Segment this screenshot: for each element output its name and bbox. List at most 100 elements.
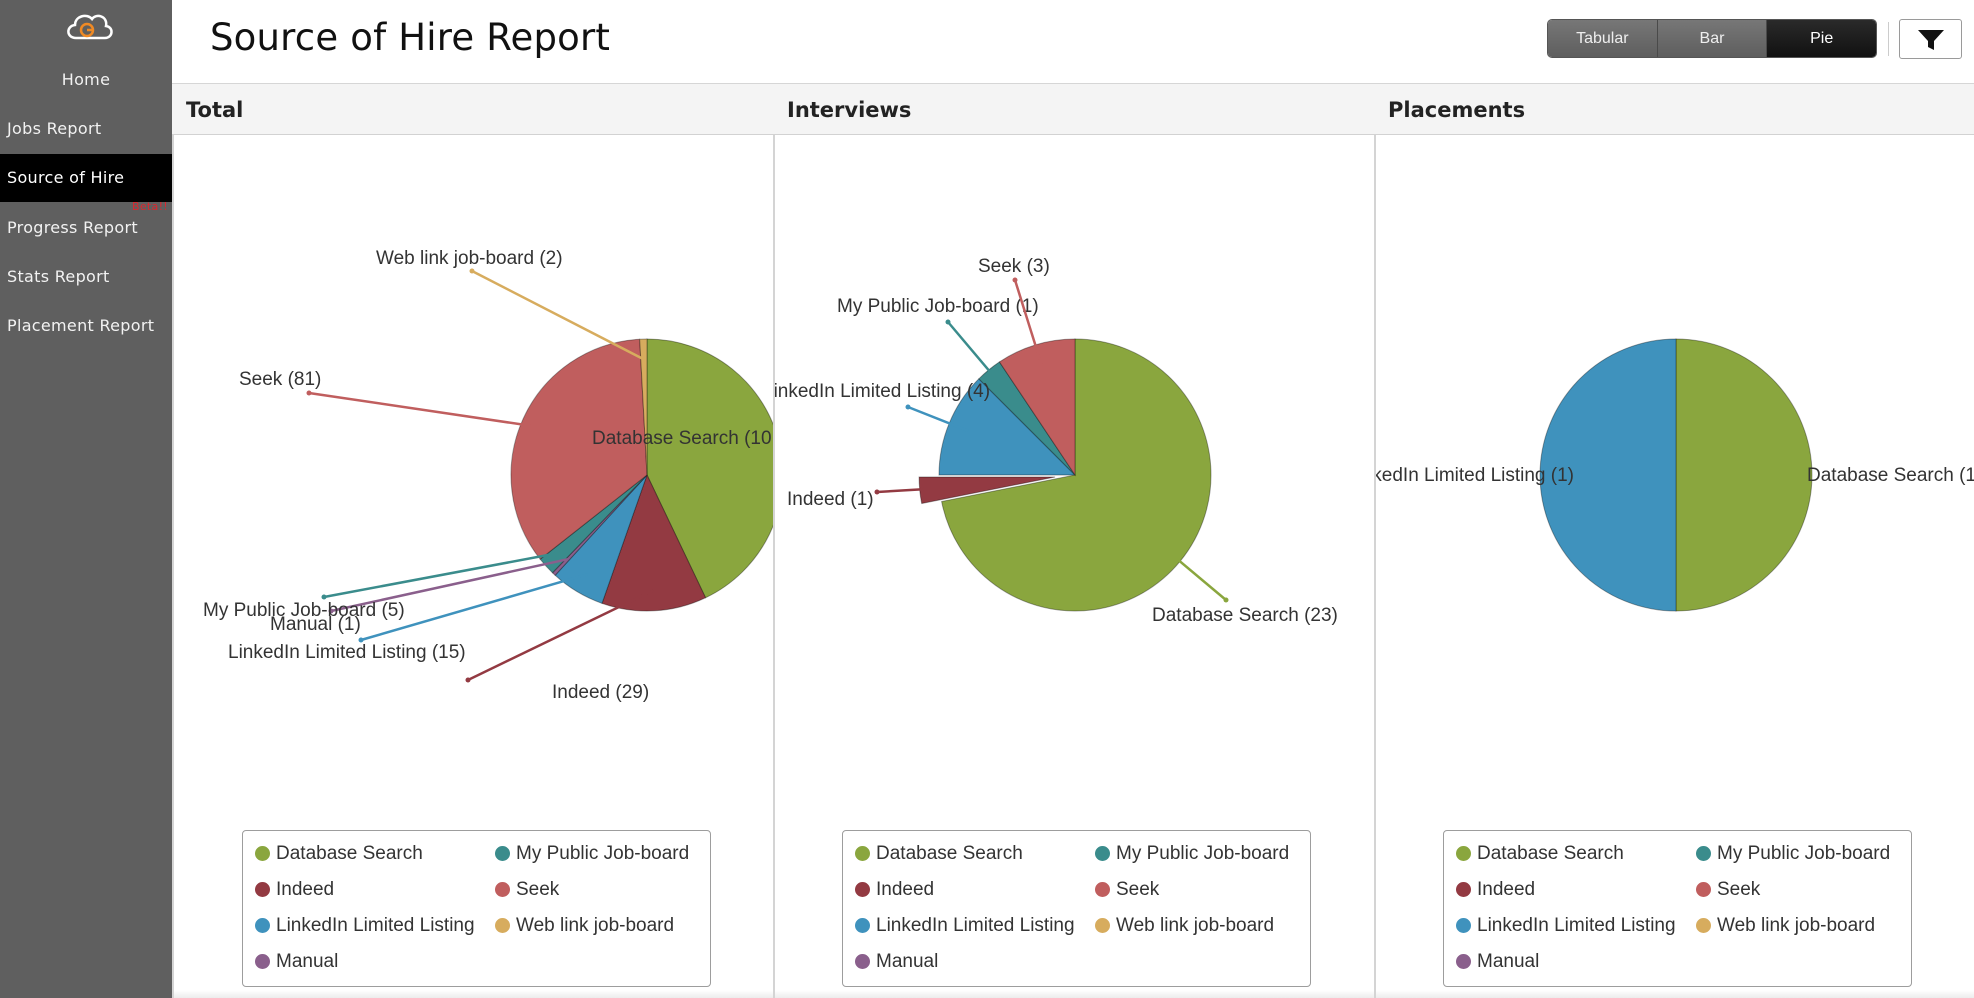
legend-swatch (495, 918, 510, 933)
bar-view-button[interactable]: Bar (1657, 20, 1768, 57)
leader-dot-seek (306, 390, 312, 396)
legend-item-web-link-job-board[interactable]: Web link job-board (1095, 915, 1274, 937)
filter-icon (1918, 30, 1944, 50)
leader-line-linkedin-limited-listing (360, 572, 588, 642)
chart-legend: Database Search My Public Job-board Indeed… (242, 830, 711, 987)
pie-slice-linkedin-limited-listing[interactable] (554, 474, 648, 604)
pie-slice-manual[interactable] (551, 474, 648, 576)
panel-bottom-edge (1376, 990, 1974, 998)
pie-slice-seek[interactable] (510, 338, 648, 560)
pie-view-button[interactable]: Pie (1767, 20, 1876, 57)
sidebar-item-jobs-report[interactable]: Jobs Report (7, 119, 102, 138)
slice-label-my-public-job-board: My Public Job-board (1) (837, 296, 1039, 317)
legend-item-linkedin-limited-listing[interactable]: LinkedIn Limited Listing (1456, 915, 1676, 937)
legend-item-seek[interactable]: Seek (1696, 879, 1760, 901)
legend-label: LinkedIn Limited Listing (276, 915, 475, 936)
legend-item-database-search[interactable]: Database Search (1456, 843, 1624, 865)
legend-item-my-public-job-board[interactable]: My Public Job-board (495, 843, 689, 865)
slice-label-seek: Seek (3) (978, 256, 1050, 277)
panel-title-interviews: Interviews (787, 98, 912, 122)
legend-swatch (855, 846, 870, 861)
pie-slice-linkedin-limited-listing[interactable] (1539, 338, 1677, 612)
total-chart-panel: Database Search (10 Indeed (29) LinkedIn L… (172, 135, 775, 998)
legend-label: Database Search (276, 843, 423, 864)
legend-label: Indeed (276, 879, 335, 900)
legend-item-indeed[interactable]: Indeed (855, 879, 934, 901)
sidebar: Home Jobs Report Source of Hire Progress… (0, 0, 172, 998)
legend-label: LinkedIn Limited Listing (1477, 915, 1676, 936)
legend-item-database-search[interactable]: Database Search (255, 843, 423, 865)
cloud-logo-icon (67, 14, 113, 40)
slice-label-linkedin-limited-listing: LinkedIn Limited Listing (4) (775, 381, 990, 402)
leader-dot-linkedin-limited-listing (905, 404, 911, 410)
pie-slice-database-search[interactable] (1675, 338, 1813, 612)
sidebar-item-stats-report[interactable]: Stats Report (7, 267, 110, 286)
legend-swatch (495, 846, 510, 861)
legend-swatch (255, 918, 270, 933)
pie-labels: Database Search (23) Indeed (1) LinkedIn L… (775, 256, 1338, 626)
chart-legend: Database Search My Public Job-board Indeed… (842, 830, 1311, 987)
slice-label-web-link-job-board: Web link job-board (2) (376, 248, 563, 269)
legend-item-manual[interactable]: Manual (255, 951, 338, 973)
legend-swatch (1095, 846, 1110, 861)
pie-labels: Database Search (10 Indeed (29) LinkedIn L… (203, 248, 772, 703)
leader-line-web-link-job-board (471, 269, 645, 361)
panel-title-placements: Placements (1388, 98, 1526, 122)
sidebar-item-placement-report[interactable]: Placement Report (7, 316, 155, 335)
panel-bottom-edge (174, 990, 775, 998)
legend-item-my-public-job-board[interactable]: My Public Job-board (1696, 843, 1890, 865)
interviews-chart-panel: Database Search (23) Indeed (1) LinkedIn L… (773, 135, 1376, 998)
legend-swatch (1095, 882, 1110, 897)
pie-slice-database-search[interactable] (646, 338, 775, 599)
leader-dot-indeed (874, 489, 880, 495)
leader-line-indeed (876, 487, 941, 494)
pie-slice-indeed[interactable] (601, 473, 707, 612)
legend-swatch (1696, 882, 1711, 897)
legend-item-my-public-job-board[interactable]: My Public Job-board (1095, 843, 1289, 865)
legend-label: Manual (276, 951, 339, 972)
slice-label-my-public-job-board: My Public Job-board (5) (203, 600, 405, 621)
sidebar-item-source-of-hire[interactable]: Source of Hire (0, 154, 172, 202)
legend-label: My Public Job-board (1717, 843, 1891, 864)
legend-item-linkedin-limited-listing[interactable]: LinkedIn Limited Listing (255, 915, 475, 937)
slice-label-linkedin-limited-listing: LinkedIn Limited Listing (15) (228, 642, 466, 663)
panel-header-bar: Total Interviews Placements (172, 84, 1974, 135)
slice-label-indeed: Indeed (29) (552, 682, 649, 703)
leader-line-seek (1013, 279, 1043, 365)
leader-dot-database-search (1223, 597, 1229, 603)
sidebar-item-progress-report[interactable]: Progress Report Beta!! (0, 200, 172, 252)
pie-slice-my-public-job-board[interactable] (539, 474, 648, 574)
legend-item-manual[interactable]: Manual (855, 951, 938, 973)
legend-item-manual[interactable]: Manual (1456, 951, 1539, 973)
leader-dot-web-link-job-board (469, 268, 475, 274)
legend-swatch (1456, 954, 1471, 969)
legend-swatch (255, 882, 270, 897)
pie-slices (510, 338, 775, 612)
legend-swatch (1456, 882, 1471, 897)
tabular-view-button[interactable]: Tabular (1548, 20, 1658, 57)
leader-line-seek (308, 391, 542, 429)
legend-item-web-link-job-board[interactable]: Web link job-board (1696, 915, 1875, 937)
legend-item-indeed[interactable]: Indeed (1456, 879, 1535, 901)
slice-label-indeed: Indeed (1) (787, 489, 874, 510)
filter-button[interactable] (1899, 19, 1962, 59)
leader-dot-manual (328, 608, 334, 614)
legend-item-linkedin-limited-listing[interactable]: LinkedIn Limited Listing (855, 915, 1075, 937)
leader-dot-my-public-job-board (321, 594, 327, 600)
divider (1888, 22, 1889, 56)
legend-label: My Public Job-board (1116, 843, 1290, 864)
page-title: Source of Hire Report (210, 16, 611, 59)
sidebar-item-label: Progress Report (7, 218, 138, 237)
legend-item-seek[interactable]: Seek (1095, 879, 1159, 901)
legend-label: Web link job-board (516, 915, 675, 936)
leader-line-indeed (467, 589, 654, 682)
legend-swatch (1696, 918, 1711, 933)
pie-slices (1539, 338, 1813, 612)
pie-slice-web-link-job-board[interactable] (639, 338, 648, 476)
legend-label: Seek (1116, 879, 1160, 900)
legend-item-seek[interactable]: Seek (495, 879, 559, 901)
legend-item-database-search[interactable]: Database Search (855, 843, 1023, 865)
legend-item-web-link-job-board[interactable]: Web link job-board (495, 915, 674, 937)
legend-item-indeed[interactable]: Indeed (255, 879, 334, 901)
sidebar-item-home[interactable]: Home (61, 70, 111, 89)
